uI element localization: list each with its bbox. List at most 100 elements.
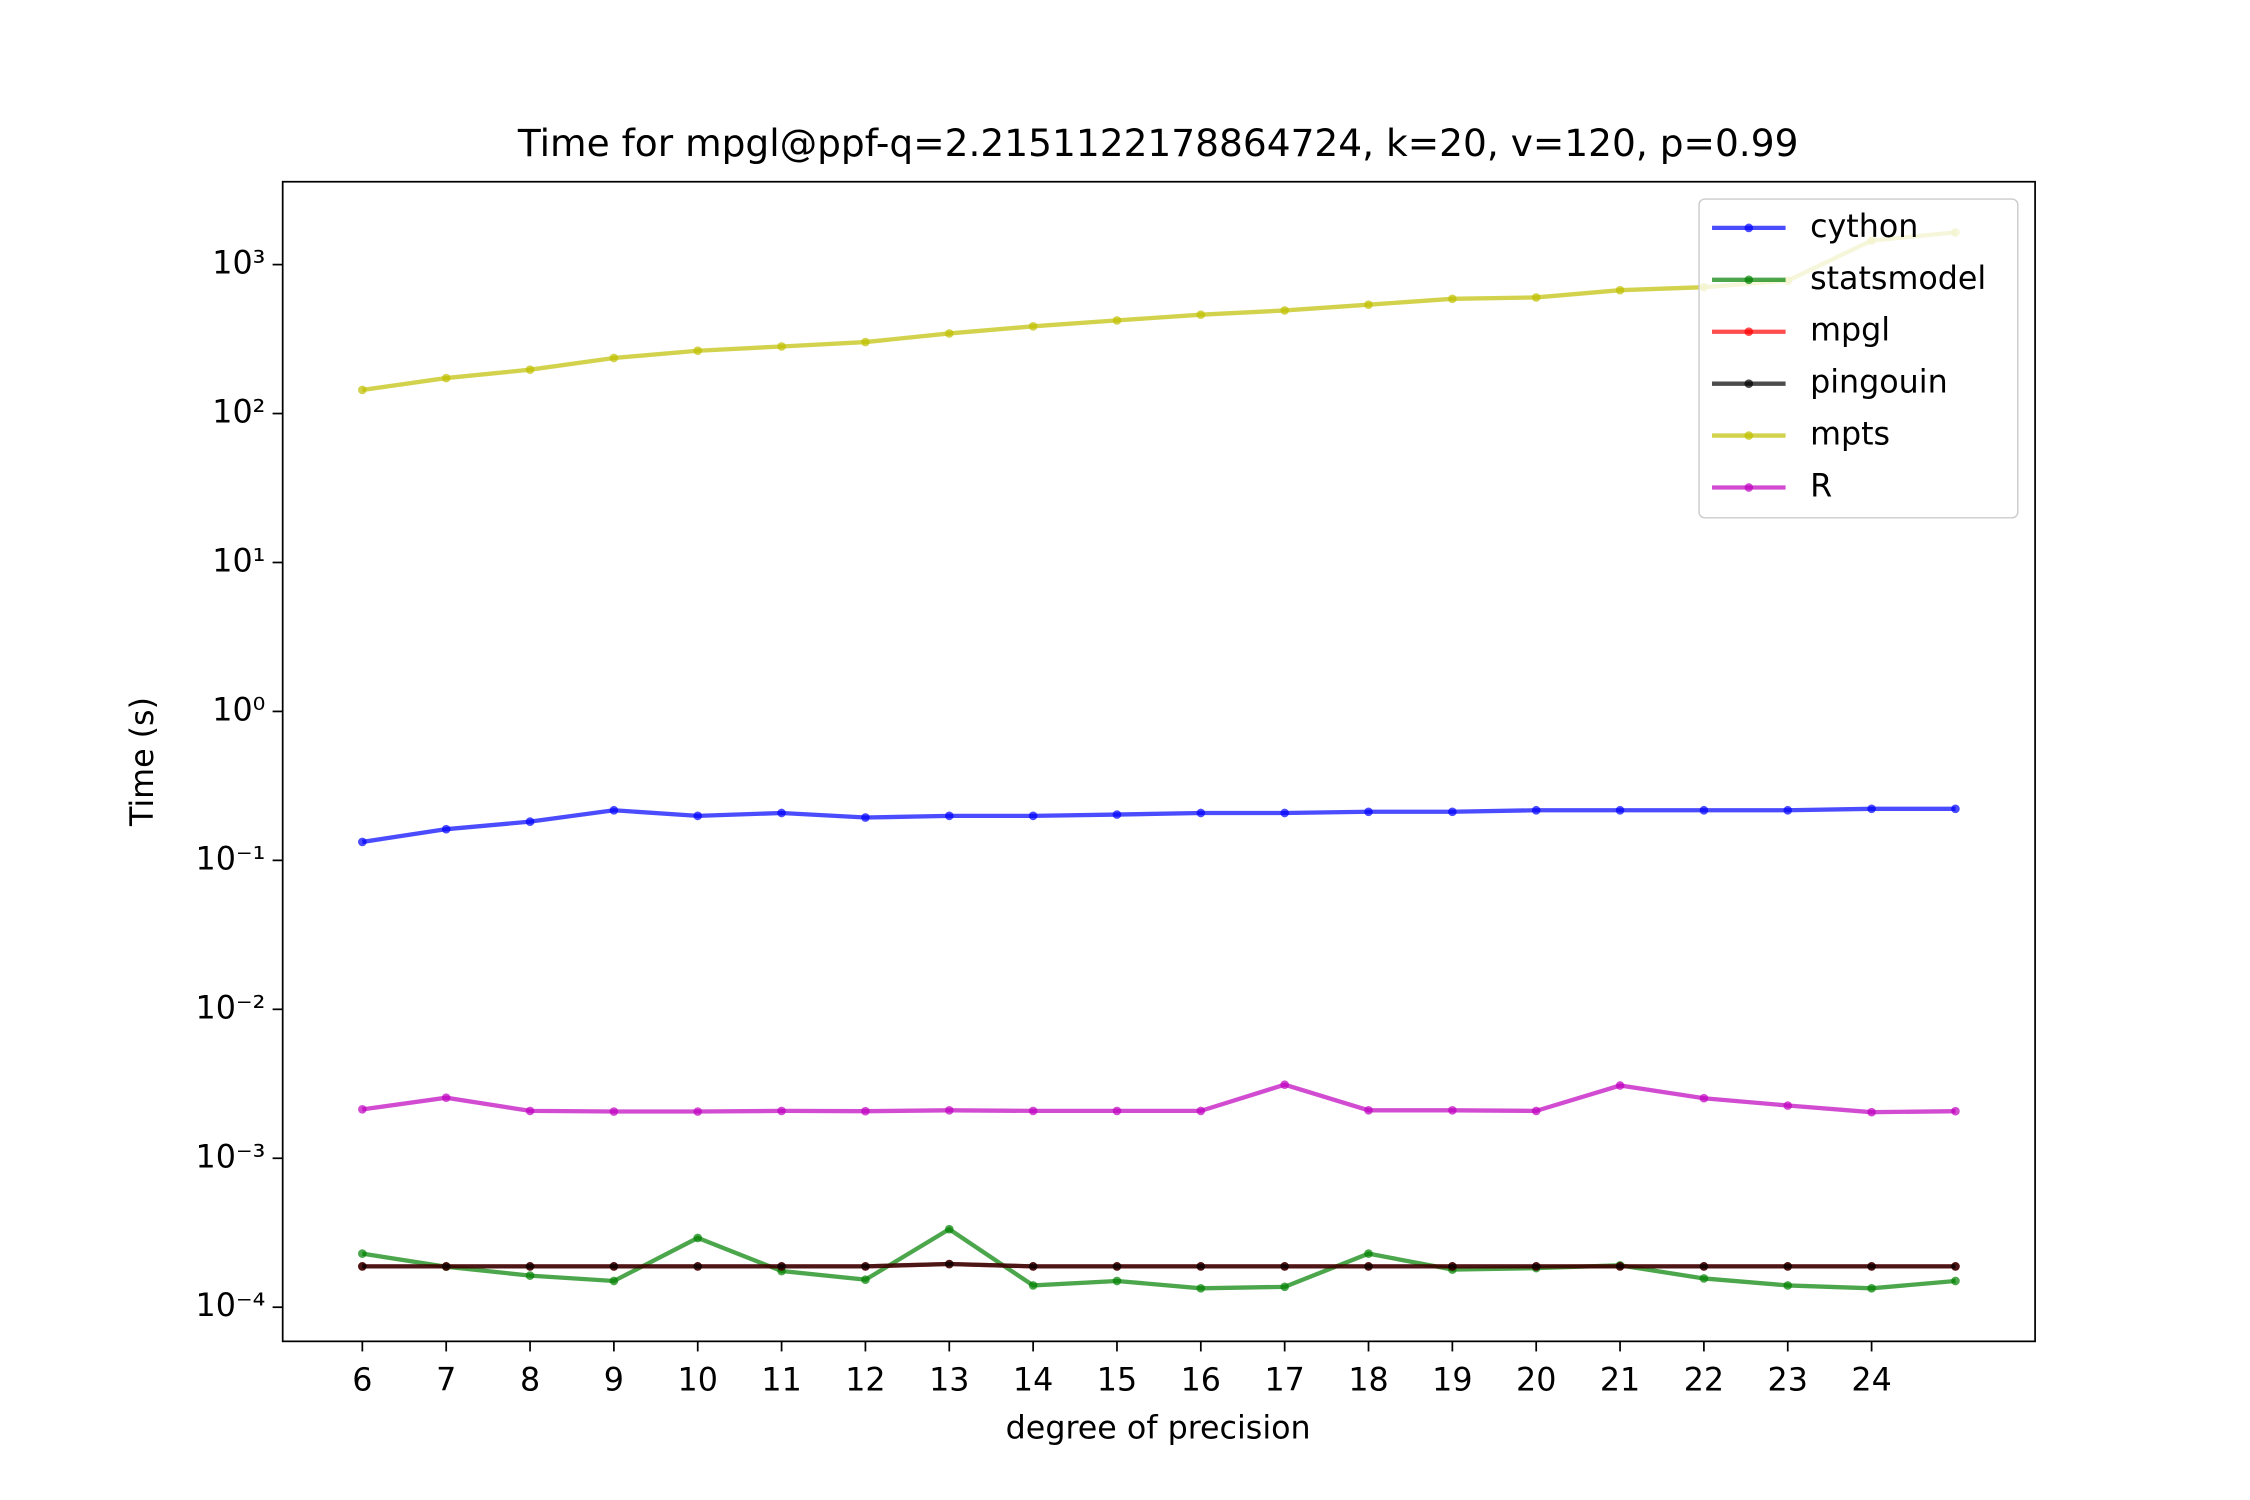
point (1783, 805, 1793, 815)
point (861, 1275, 870, 1285)
point (944, 811, 954, 821)
point (1531, 1106, 1541, 1116)
point (693, 1262, 703, 1271)
legend-label: statsmodel (1810, 261, 1986, 297)
point (441, 373, 451, 383)
x-tick-label: 20 (1516, 1363, 1556, 1399)
point (1112, 1262, 1122, 1271)
series-line (362, 806, 1956, 845)
x-tick-label: 7 (436, 1363, 456, 1399)
legend-label: cython (1810, 209, 1918, 245)
point (525, 817, 535, 826)
legend-marker (1744, 431, 1754, 440)
point (358, 1262, 367, 1271)
y-tick-label: 10⁻³ (196, 1139, 266, 1175)
y-axis-label: Time (s) (125, 697, 161, 827)
x-tick-label: 6 (352, 1363, 372, 1399)
x-tick-label: 15 (1097, 1363, 1137, 1399)
point (1196, 310, 1206, 320)
point (609, 1276, 619, 1286)
series-line (362, 1261, 1956, 1269)
x-tick-label: 24 (1851, 1363, 1891, 1399)
point (861, 1262, 870, 1271)
point (1448, 294, 1457, 304)
point (1112, 1276, 1122, 1286)
point (1028, 322, 1038, 331)
point (1783, 1281, 1793, 1290)
legend-label: mpgl (1810, 313, 1890, 349)
x-tick-label: 18 (1348, 1363, 1388, 1399)
x-tick-label: 16 (1181, 1363, 1221, 1399)
point (861, 813, 870, 822)
point (693, 1233, 703, 1243)
x-tick-label: 22 (1684, 1363, 1724, 1399)
point (609, 1262, 619, 1271)
point (609, 805, 619, 815)
point (1448, 1262, 1457, 1271)
y-tick-label: 10³ (212, 246, 265, 282)
y-tick-label: 10¹ (212, 543, 265, 579)
point (693, 811, 703, 821)
point (944, 1259, 954, 1269)
point (1364, 1105, 1373, 1115)
legend-marker (1744, 327, 1754, 337)
point (693, 1107, 703, 1116)
point (609, 1107, 619, 1116)
point (1615, 805, 1625, 815)
legend-label: R (1810, 469, 1832, 505)
point (944, 1224, 954, 1234)
point (861, 1106, 870, 1116)
point (1783, 1101, 1793, 1110)
x-tick-label: 8 (520, 1363, 540, 1399)
point (1783, 1262, 1793, 1271)
y-tick-label: 10² (212, 395, 265, 431)
point (1531, 293, 1541, 302)
point (777, 342, 786, 351)
point (1196, 1283, 1206, 1293)
x-axis-label: degree of precision (1006, 1410, 1311, 1446)
legend-marker (1744, 275, 1754, 285)
point (1364, 807, 1373, 817)
point (1699, 805, 1709, 815)
chart-title: Time for mpgl@ppf-q=2.2151122178864724, … (517, 121, 1799, 165)
x-tick-label: 23 (1768, 1363, 1808, 1399)
point (1112, 810, 1122, 819)
point (358, 1105, 367, 1114)
point (1867, 1107, 1876, 1117)
point (777, 1106, 786, 1116)
point (358, 837, 367, 847)
point (944, 329, 954, 338)
x-tick-label: 17 (1264, 1363, 1304, 1399)
point (1364, 1262, 1373, 1271)
point (441, 1093, 451, 1103)
x-tick-label: 9 (604, 1363, 624, 1399)
point (358, 385, 367, 395)
point (1867, 1283, 1876, 1293)
point (1280, 1262, 1289, 1271)
point (1364, 300, 1373, 310)
point (1280, 1282, 1289, 1292)
series-line (362, 230, 1956, 393)
x-tick-label: 12 (845, 1363, 885, 1399)
x-tick-label: 21 (1600, 1363, 1640, 1399)
point (1112, 1106, 1122, 1116)
point (1615, 1081, 1625, 1090)
legend-label: pingouin (1810, 365, 1948, 401)
legend-label: mpts (1810, 417, 1890, 453)
point (1699, 1093, 1709, 1103)
series-line (362, 1082, 1956, 1115)
legend-marker (1744, 223, 1754, 233)
point (1951, 1106, 1960, 1116)
x-tick-label: 10 (678, 1363, 718, 1399)
point (1531, 1262, 1541, 1271)
point (1448, 1105, 1457, 1115)
point (1028, 1281, 1038, 1290)
y-tick-label: 10⁻⁴ (196, 1288, 266, 1324)
point (1196, 808, 1206, 818)
point (777, 808, 786, 818)
point (1112, 316, 1122, 325)
point (1028, 1106, 1038, 1116)
y-tick-label: 10⁻² (196, 990, 266, 1026)
point (1448, 807, 1457, 817)
point (1028, 811, 1038, 821)
